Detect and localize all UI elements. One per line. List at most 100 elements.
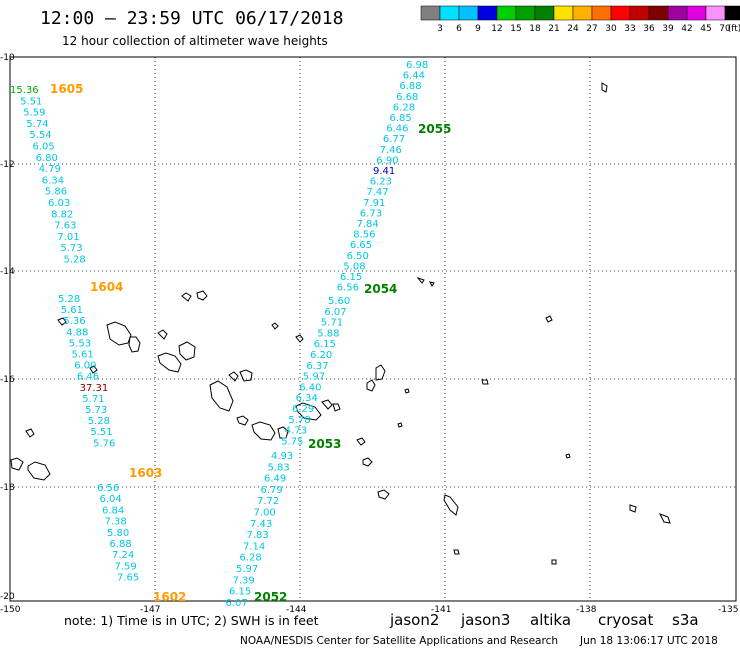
wave-height-value: 6.29 bbox=[292, 404, 314, 415]
wave-height-value: 6.77 bbox=[383, 134, 405, 145]
pass-number-label: 1602 bbox=[153, 590, 186, 604]
color-scale-swatch bbox=[496, 5, 517, 21]
wave-height-value: 5.74 bbox=[26, 119, 48, 130]
wave-height-value: 5.78 bbox=[288, 415, 310, 426]
wave-height-value: 6.90 bbox=[376, 155, 398, 166]
wave-height-value: 5.59 bbox=[23, 108, 45, 119]
wave-height-value: 7.46 bbox=[380, 145, 402, 156]
color-scale-label: 33 bbox=[624, 24, 635, 34]
wave-height-value: 5.71 bbox=[82, 394, 104, 405]
color-scale-swatch bbox=[610, 5, 631, 21]
wave-height-value: 6.50 bbox=[347, 251, 369, 262]
wave-height-value: 9.41 bbox=[373, 166, 395, 177]
wave-height-value: 6.23 bbox=[370, 177, 392, 188]
wave-height-value: 5.28 bbox=[88, 416, 110, 427]
color-scale-swatch bbox=[439, 5, 460, 21]
pass-number-label: 2052 bbox=[254, 590, 287, 604]
color-scale-label: 39 bbox=[662, 24, 674, 34]
lon-label: -135 bbox=[718, 605, 738, 615]
wave-height-value: 7.63 bbox=[54, 221, 76, 232]
pass-number-label: 2055 bbox=[418, 122, 451, 136]
color-scale-label: 18 bbox=[529, 24, 541, 34]
wave-height-value: 5.61 bbox=[72, 350, 94, 361]
wave-height-value: 6.40 bbox=[299, 382, 321, 393]
color-scale-label: 15 bbox=[510, 24, 521, 34]
wave-height-value: 6.28 bbox=[240, 553, 262, 564]
wave-height-value: 6.03 bbox=[48, 198, 70, 209]
lon-label: -147 bbox=[140, 605, 160, 615]
lat-label: -20 bbox=[0, 592, 15, 602]
wave-height-value: 6.34 bbox=[296, 393, 318, 404]
wave-height-value: 5.51 bbox=[20, 96, 42, 107]
satellite-label-altika: altika bbox=[530, 611, 571, 629]
wave-height-value: 6.46 bbox=[386, 124, 408, 135]
wave-height-value: 6.56 bbox=[337, 283, 359, 294]
wave-height-value: 6.46 bbox=[77, 372, 99, 383]
generation-timestamp: Jun 18 13:06:17 UTC 2018 bbox=[579, 635, 718, 647]
lat-lon-grid bbox=[10, 57, 736, 601]
wave-height-value: 5.76 bbox=[93, 438, 115, 449]
lat-label: -18 bbox=[0, 483, 15, 493]
wave-height-value: 7.91 bbox=[363, 198, 385, 209]
color-scale-swatch bbox=[667, 5, 688, 21]
satellite-legend: jason2 jason3 altika cryosat s3a bbox=[389, 611, 699, 629]
color-scale-label: 45 bbox=[700, 24, 711, 34]
wave-height-value: 6.07 bbox=[324, 307, 346, 318]
wave-height-value: 5.53 bbox=[69, 338, 91, 349]
lon-label: -144 bbox=[286, 605, 307, 615]
wave-height-value: 5.60 bbox=[328, 296, 350, 307]
wave-height-value: 5.73 bbox=[85, 405, 107, 416]
color-scale-label: 30 bbox=[605, 24, 617, 34]
wave-height-value: 5.36 bbox=[63, 316, 85, 327]
color-scale-swatch bbox=[572, 5, 593, 21]
wave-height-value: 4.79 bbox=[39, 164, 61, 175]
wave-height-value: 6.15 bbox=[340, 272, 362, 283]
wave-height-value: 7.84 bbox=[357, 219, 379, 230]
wave-height-value: 5.97 bbox=[303, 372, 325, 383]
wave-height-value: 8.56 bbox=[353, 230, 375, 241]
wave-height-value: 6.05 bbox=[33, 142, 55, 153]
pass-number-label: 1604 bbox=[90, 280, 123, 294]
wave-height-value: 6.04 bbox=[100, 494, 122, 505]
wave-height-value: 5.08 bbox=[343, 261, 365, 272]
map-subtitle: 12 hour collection of altimeter wave hei… bbox=[62, 34, 328, 48]
lat-label: -10 bbox=[0, 53, 15, 63]
wave-height-value: 6.80 bbox=[36, 153, 58, 164]
color-scale-label: 24 bbox=[567, 24, 579, 34]
lon-label: -138 bbox=[576, 605, 597, 615]
color-scale-label: 9 bbox=[475, 24, 481, 34]
wave-height-value: 8.82 bbox=[51, 209, 73, 220]
wave-height-value: 7.00 bbox=[254, 508, 276, 519]
wave-height-value: 6.20 bbox=[310, 350, 332, 361]
color-scale-label: (ft) bbox=[728, 24, 740, 34]
wave-height-value: 7.14 bbox=[243, 541, 265, 552]
altimeter-tracks: 160515.365.515.595.745.546.056.804.796.3… bbox=[10, 60, 451, 609]
wave-height-value: 37.31 bbox=[80, 383, 109, 394]
latitude-labels: -10 -12 -14 -16 -18 -20 bbox=[0, 53, 15, 602]
wave-height-value: 7.83 bbox=[247, 530, 269, 541]
color-scale-swatch bbox=[515, 5, 536, 21]
color-scale-swatch bbox=[477, 5, 498, 21]
satellite-label-s3a: s3a bbox=[672, 611, 699, 629]
wave-height-value: 5.54 bbox=[29, 130, 51, 141]
color-scale-label: 70 bbox=[719, 24, 731, 34]
color-scale-swatch bbox=[724, 5, 740, 21]
wave-height-value: 5.71 bbox=[321, 318, 343, 329]
wave-height-value: 6.34 bbox=[42, 175, 64, 186]
wave-height-value: 4.88 bbox=[66, 327, 88, 338]
color-scale-swatch bbox=[534, 5, 555, 21]
color-scale-swatch bbox=[420, 5, 441, 21]
wave-height-value: 6.68 bbox=[396, 92, 418, 103]
wave-height-color-scale: 3 6 9 12 15 18 21 24 27 30 33 36 39 42 45 70(ft) bbox=[420, 5, 740, 34]
color-scale-label: 36 bbox=[643, 24, 655, 34]
pass-number-label: 1605 bbox=[50, 82, 83, 96]
wave-height-value: 5.83 bbox=[268, 462, 290, 473]
wave-height-value: 6.65 bbox=[350, 240, 372, 251]
wave-height-value: 5.86 bbox=[45, 187, 67, 198]
satellite-label-jason2: jason2 bbox=[389, 611, 439, 629]
wave-height-value: 5.51 bbox=[90, 427, 112, 438]
island-outlines bbox=[10, 82, 671, 565]
color-scale-swatch bbox=[591, 5, 612, 21]
satellite-label-cryosat: cryosat bbox=[598, 611, 653, 629]
wave-height-value: 15.36 bbox=[10, 85, 39, 96]
